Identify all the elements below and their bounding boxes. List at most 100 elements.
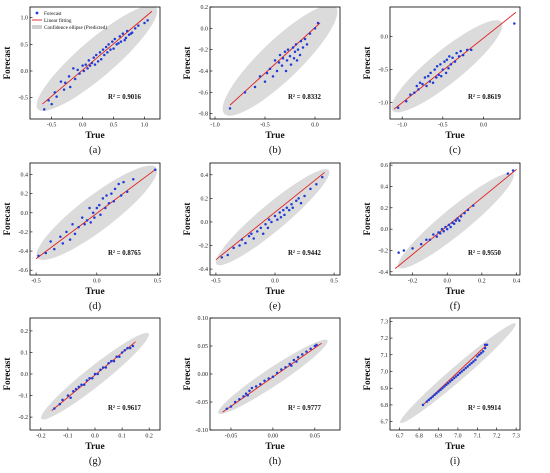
data-point xyxy=(77,385,80,389)
data-point xyxy=(299,39,303,43)
data-point xyxy=(91,377,94,380)
y-tick-label: 0.4 xyxy=(21,172,29,178)
data-point xyxy=(143,21,146,25)
data-point xyxy=(109,48,112,51)
data-point xyxy=(121,32,125,35)
panel-4: -0.5 0.0 0.5 -0.4 -0.2 0.0 0.2 0.4 True Forecast R… xyxy=(182,162,341,312)
data-point xyxy=(270,220,273,224)
y-tick-label: 0.0 xyxy=(21,211,29,217)
data-point xyxy=(72,67,75,70)
data-point xyxy=(242,395,245,398)
data-point xyxy=(271,75,275,78)
data-point xyxy=(233,400,237,404)
data-point xyxy=(248,389,251,393)
data-point xyxy=(417,88,420,91)
data-point xyxy=(122,180,125,184)
data-point xyxy=(76,68,79,72)
data-point xyxy=(476,355,479,358)
data-point xyxy=(435,391,438,395)
data-point xyxy=(429,71,432,75)
x-tick-label: 0.0 xyxy=(443,279,451,285)
data-point xyxy=(263,80,267,83)
y-tick-label: -0.2 xyxy=(379,248,389,254)
data-point xyxy=(92,56,96,59)
data-point xyxy=(419,242,423,246)
x-axis-label: True xyxy=(445,131,464,141)
data-point xyxy=(64,81,67,84)
plot-area xyxy=(36,7,158,111)
x-tick-label: -0.2 xyxy=(408,279,418,285)
data-point xyxy=(457,55,461,58)
data-point xyxy=(288,54,292,58)
r-squared-label: R² = 0.8619 xyxy=(468,94,502,101)
data-point xyxy=(303,37,307,41)
data-point xyxy=(84,63,87,66)
data-point xyxy=(289,63,293,66)
data-point xyxy=(104,366,108,369)
data-point xyxy=(254,385,258,388)
data-point xyxy=(91,211,95,215)
x-tick-label: -0.5 xyxy=(438,123,448,129)
y-tick-label: -0.2 xyxy=(19,415,29,421)
legend: Forecast Linear fitting Confidence ellip… xyxy=(32,11,107,31)
y-tick-label: -0.6 xyxy=(199,90,209,96)
y-tick-label: 0.0 xyxy=(201,26,209,32)
axes-frame xyxy=(29,6,161,120)
data-point xyxy=(62,88,66,91)
x-tick-label: 7.2 xyxy=(493,434,501,440)
y-tick-label: 7.0 xyxy=(381,369,389,375)
y-tick-label: 0.6 xyxy=(381,163,389,169)
data-point xyxy=(226,253,229,257)
data-point xyxy=(452,222,456,226)
data-point xyxy=(445,383,448,387)
x-tick-label: 0.0 xyxy=(91,434,99,440)
data-point xyxy=(426,74,430,78)
data-point xyxy=(228,107,232,110)
data-point xyxy=(291,46,295,49)
data-point xyxy=(59,235,62,238)
data-point xyxy=(111,40,114,43)
x-axis-label: True xyxy=(85,287,104,297)
data-point xyxy=(113,37,117,41)
data-point xyxy=(435,65,439,68)
data-point xyxy=(471,204,475,207)
data-point xyxy=(301,353,304,356)
data-point xyxy=(283,213,286,217)
data-point xyxy=(411,247,414,250)
data-point xyxy=(273,214,277,218)
data-point xyxy=(451,56,454,59)
data-point xyxy=(439,74,443,78)
r-squared-label: R² = 0.9016 xyxy=(108,94,142,101)
data-point xyxy=(470,48,473,52)
y-axis-label: Forecast xyxy=(2,358,12,391)
data-point xyxy=(481,350,485,353)
panel-6: -0.2 -0.1 0.0 0.1 0.2 -0.2 -0.1 0.0 0.1 0.2 True Fo… xyxy=(2,317,161,467)
data-point xyxy=(425,400,429,403)
data-point xyxy=(321,175,324,179)
y-tick-label: -0.5 xyxy=(379,68,389,74)
data-point xyxy=(301,46,305,49)
x-tick-label: 0.00 xyxy=(268,434,279,440)
data-point xyxy=(115,43,118,46)
y-tick-label: 6.8 xyxy=(381,403,389,409)
y-axis-label: Forecast xyxy=(182,358,192,391)
panel-2: -1.0 -0.5 0.0 -1.0 -0.5 0.0 True Forecast R² = 0… xyxy=(362,6,521,156)
data-point xyxy=(53,247,56,251)
data-point xyxy=(305,43,309,46)
y-axis-label: Forecast xyxy=(362,203,372,236)
chart-panels: -0.5 0.0 0.5 1.0 -0.5 0.0 0.5 1.0 True Forecast R²… xyxy=(2,5,521,467)
data-point xyxy=(433,68,436,71)
panel-0: -0.5 0.0 0.5 1.0 -0.5 0.0 0.5 1.0 True Forecast R²… xyxy=(2,6,161,156)
x-tick-label: -0.5 xyxy=(47,123,57,129)
data-point xyxy=(130,31,134,34)
data-point xyxy=(137,24,140,27)
y-tick-label: 0.0 xyxy=(381,35,389,41)
y-tick-label: 0.2 xyxy=(201,5,209,11)
data-point xyxy=(55,95,58,98)
data-point xyxy=(453,60,457,63)
panel-label: (d) xyxy=(89,301,102,312)
data-point xyxy=(85,379,89,382)
data-point xyxy=(113,187,117,191)
data-point xyxy=(132,178,135,181)
